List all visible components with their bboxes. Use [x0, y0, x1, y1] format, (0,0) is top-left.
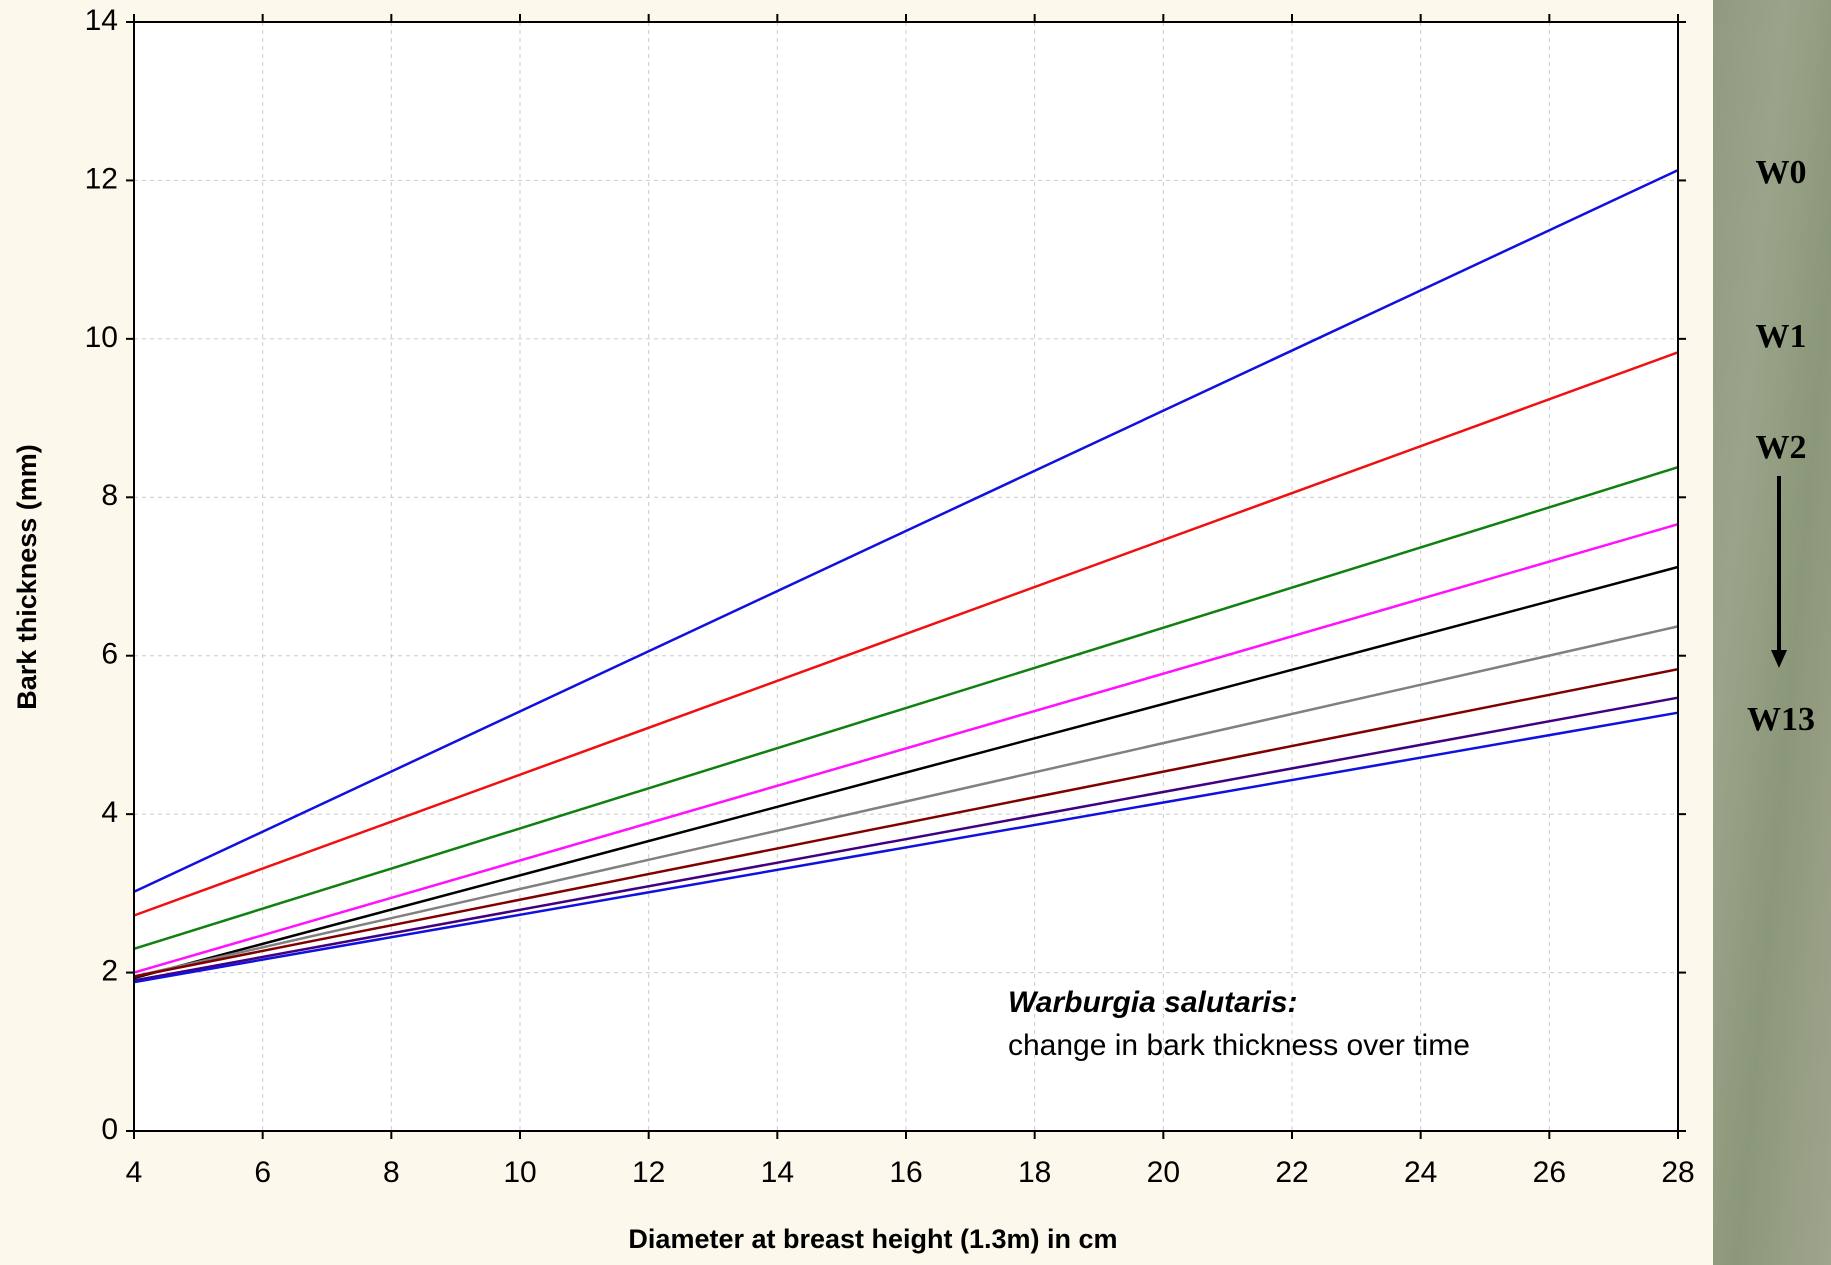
side-label: W0: [1756, 154, 1807, 191]
x-tick-label: 24: [1404, 1156, 1437, 1189]
y-tick-label: 0: [101, 1113, 118, 1146]
side-label: W13: [1747, 701, 1815, 738]
series-line: [133, 667, 1679, 978]
lines: [133, 168, 1679, 984]
x-tick-label: 14: [761, 1156, 794, 1189]
y-tick-label: 2: [101, 954, 118, 987]
annotation-text: change in bark thickness over time: [1008, 1029, 1470, 1062]
y-tick-label: 8: [101, 479, 118, 512]
y-tick-label: 12: [85, 162, 118, 195]
x-tick-label: 16: [889, 1156, 922, 1189]
x-tick-label: 28: [1661, 1156, 1694, 1189]
x-tick-label: 18: [1018, 1156, 1051, 1189]
side-label: W1: [1756, 318, 1807, 355]
x-tick-label: 12: [632, 1156, 665, 1189]
y-tick-label: 6: [101, 638, 118, 671]
x-tick-label: 8: [383, 1156, 400, 1189]
series-line: [133, 351, 1679, 917]
y-axis-label: Bark thickness (mm): [12, 444, 42, 710]
y-tick-label: 10: [85, 321, 118, 354]
x-tick-label: 6: [254, 1156, 271, 1189]
side-label: W2: [1756, 429, 1807, 466]
bark-image: [1713, 0, 1831, 1265]
series-line: [133, 696, 1679, 982]
y-tick-label: 14: [85, 4, 118, 37]
series-line: [133, 565, 1679, 980]
series-line: [133, 466, 1679, 950]
series-line: [133, 168, 1679, 893]
series-line: [133, 522, 1679, 974]
x-tick-label: 10: [503, 1156, 536, 1189]
x-tick-label: 20: [1147, 1156, 1180, 1189]
series-line: [133, 711, 1679, 984]
x-tick-label: 26: [1533, 1156, 1566, 1189]
arrow-head: [1771, 650, 1787, 668]
y-tick-label: 4: [101, 796, 118, 829]
series-line: [133, 625, 1679, 978]
annotation-title: Warburgia salutaris:: [1008, 986, 1298, 1019]
x-tick-label: 4: [126, 1156, 143, 1189]
x-axis-label: Diameter at breast height (1.3m) in cm: [628, 1224, 1117, 1254]
x-tick-label: 22: [1275, 1156, 1308, 1189]
